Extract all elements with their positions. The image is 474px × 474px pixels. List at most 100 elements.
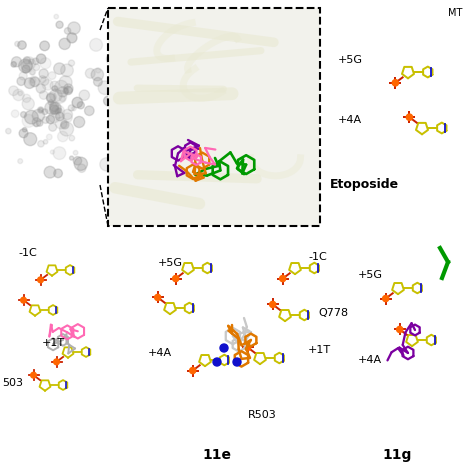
Circle shape bbox=[37, 107, 44, 113]
Circle shape bbox=[43, 139, 48, 144]
Circle shape bbox=[64, 84, 73, 93]
Circle shape bbox=[84, 106, 94, 116]
Circle shape bbox=[32, 109, 45, 122]
Circle shape bbox=[63, 113, 72, 122]
Circle shape bbox=[31, 372, 36, 378]
Circle shape bbox=[22, 114, 35, 128]
Circle shape bbox=[36, 84, 46, 93]
Circle shape bbox=[29, 76, 39, 87]
Circle shape bbox=[42, 117, 49, 123]
Circle shape bbox=[24, 78, 35, 89]
Circle shape bbox=[61, 121, 69, 129]
Circle shape bbox=[68, 22, 80, 34]
Circle shape bbox=[46, 134, 52, 140]
Circle shape bbox=[6, 128, 11, 134]
Circle shape bbox=[220, 344, 228, 352]
Circle shape bbox=[42, 109, 48, 115]
Circle shape bbox=[25, 110, 38, 124]
Circle shape bbox=[39, 108, 43, 112]
Circle shape bbox=[245, 344, 251, 350]
Circle shape bbox=[11, 62, 17, 67]
Circle shape bbox=[22, 98, 34, 110]
Circle shape bbox=[22, 94, 31, 102]
Text: +5G: +5G bbox=[338, 55, 363, 65]
Text: +5G: +5G bbox=[158, 258, 183, 268]
Circle shape bbox=[37, 140, 44, 147]
Circle shape bbox=[13, 89, 24, 100]
Circle shape bbox=[46, 92, 56, 102]
Circle shape bbox=[46, 93, 55, 102]
Circle shape bbox=[190, 367, 196, 374]
Circle shape bbox=[18, 159, 23, 164]
Circle shape bbox=[50, 105, 59, 115]
Circle shape bbox=[50, 150, 55, 154]
Text: +4A: +4A bbox=[148, 348, 172, 358]
Circle shape bbox=[96, 68, 101, 73]
Circle shape bbox=[68, 60, 74, 66]
Circle shape bbox=[42, 80, 53, 90]
Text: 503: 503 bbox=[2, 378, 23, 388]
Circle shape bbox=[61, 122, 67, 128]
Circle shape bbox=[24, 133, 37, 146]
Circle shape bbox=[15, 41, 20, 46]
Circle shape bbox=[392, 80, 399, 86]
Circle shape bbox=[22, 65, 30, 73]
Circle shape bbox=[77, 102, 84, 109]
Circle shape bbox=[55, 80, 68, 94]
Circle shape bbox=[72, 106, 76, 111]
Circle shape bbox=[73, 150, 78, 155]
Text: Q778: Q778 bbox=[318, 308, 348, 318]
Circle shape bbox=[54, 14, 58, 19]
Circle shape bbox=[50, 81, 59, 91]
Circle shape bbox=[32, 118, 41, 127]
Circle shape bbox=[17, 77, 26, 85]
Circle shape bbox=[93, 77, 102, 86]
Circle shape bbox=[59, 38, 70, 49]
Circle shape bbox=[55, 118, 67, 129]
Circle shape bbox=[74, 157, 88, 171]
Circle shape bbox=[37, 277, 44, 283]
Circle shape bbox=[52, 86, 58, 91]
Circle shape bbox=[36, 54, 46, 64]
Circle shape bbox=[280, 275, 286, 282]
Circle shape bbox=[23, 57, 30, 64]
Circle shape bbox=[11, 110, 19, 118]
Circle shape bbox=[54, 63, 65, 74]
Circle shape bbox=[30, 77, 40, 87]
Circle shape bbox=[30, 71, 35, 75]
Text: Etoposide: Etoposide bbox=[330, 178, 399, 191]
Circle shape bbox=[20, 112, 27, 118]
Circle shape bbox=[64, 27, 71, 34]
Circle shape bbox=[48, 72, 56, 80]
Circle shape bbox=[397, 327, 403, 333]
Circle shape bbox=[49, 89, 62, 101]
Circle shape bbox=[173, 275, 179, 282]
Circle shape bbox=[49, 123, 56, 131]
Circle shape bbox=[23, 57, 36, 70]
Text: 11e: 11e bbox=[202, 448, 231, 462]
Circle shape bbox=[59, 96, 65, 101]
Circle shape bbox=[45, 101, 57, 114]
Circle shape bbox=[63, 88, 69, 94]
Circle shape bbox=[55, 112, 64, 121]
Circle shape bbox=[58, 87, 68, 97]
Circle shape bbox=[19, 129, 28, 138]
Circle shape bbox=[78, 164, 86, 173]
Circle shape bbox=[57, 108, 62, 113]
Text: +1T: +1T bbox=[308, 345, 331, 355]
Circle shape bbox=[44, 166, 56, 178]
Circle shape bbox=[54, 169, 63, 178]
Circle shape bbox=[55, 109, 61, 114]
Circle shape bbox=[11, 57, 22, 67]
Circle shape bbox=[59, 76, 72, 89]
Circle shape bbox=[33, 64, 40, 71]
Circle shape bbox=[54, 359, 59, 365]
Circle shape bbox=[69, 136, 74, 141]
Bar bbox=[108, 8, 320, 226]
Circle shape bbox=[98, 81, 112, 94]
Circle shape bbox=[53, 147, 66, 159]
Circle shape bbox=[73, 156, 82, 165]
Circle shape bbox=[100, 158, 113, 171]
Circle shape bbox=[28, 59, 34, 64]
Circle shape bbox=[39, 91, 48, 100]
